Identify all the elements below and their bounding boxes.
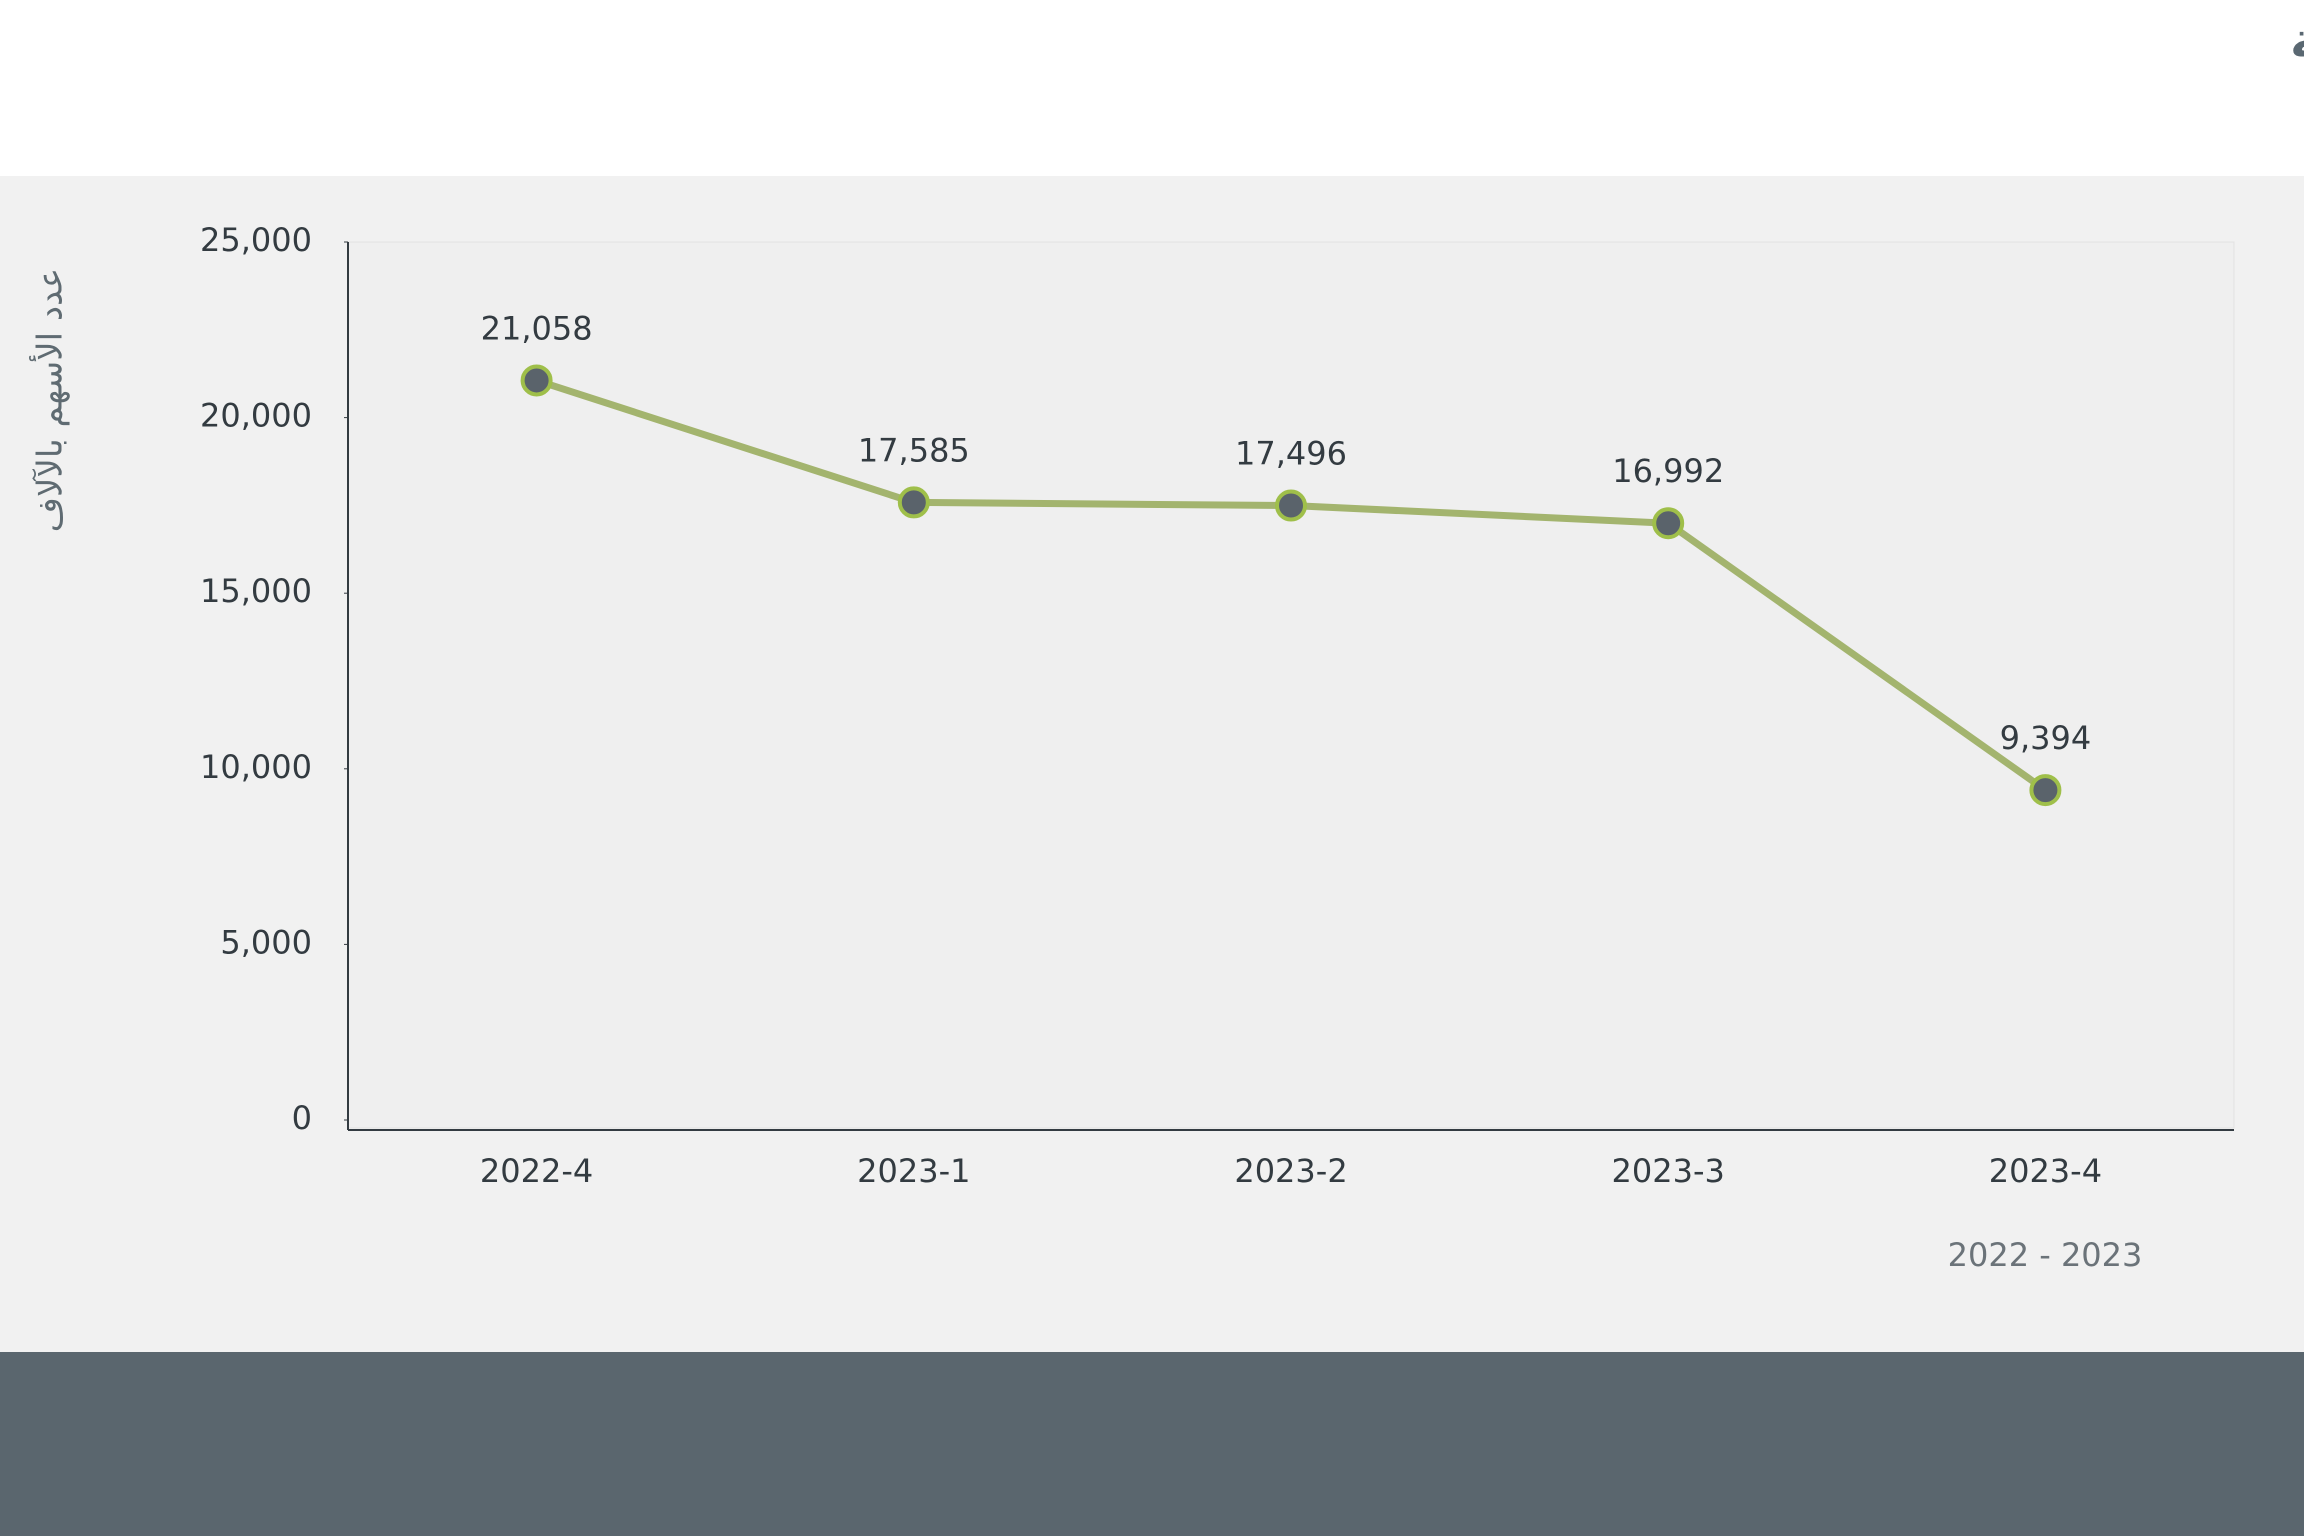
chart-title: تطور ملكية الصناديق الاستثمارية السعودية [2290, 12, 2304, 71]
data-label: 21,058 [481, 309, 593, 347]
y-tick-label: 0 [292, 1099, 312, 1137]
y-axis-label: عدد الأسهم بالآلاف [29, 268, 71, 532]
marker [1275, 489, 1307, 522]
data-label: 17,585 [858, 431, 970, 469]
x-tick-label: 2023-2 [1234, 1152, 1347, 1190]
x-tick-label: 2022-4 [480, 1152, 593, 1190]
x-tick-label: 2023-4 [1989, 1152, 2102, 1190]
y-tick-label: 5,000 [220, 923, 312, 961]
y-tick-label: 15,000 [200, 572, 312, 610]
marker [1652, 507, 1685, 540]
footer-band [0, 1352, 2304, 1536]
data-label: 9,394 [2000, 719, 2092, 757]
annotation: 2022 - 2023 [1948, 1236, 2143, 1274]
y-tick-label: 10,000 [200, 748, 312, 786]
marker [897, 486, 930, 519]
x-tick-label: 2023-3 [1612, 1152, 1725, 1190]
y-tick-label: 25,000 [200, 221, 312, 259]
y-tick-label: 20,000 [200, 397, 312, 435]
data-label: 17,496 [1235, 435, 1347, 473]
x-tick-label: 2023-1 [857, 1152, 970, 1190]
plot-area [347, 241, 2235, 1129]
marker [520, 364, 553, 397]
data-label: 16,992 [1612, 452, 1724, 490]
marker [2029, 774, 2062, 807]
